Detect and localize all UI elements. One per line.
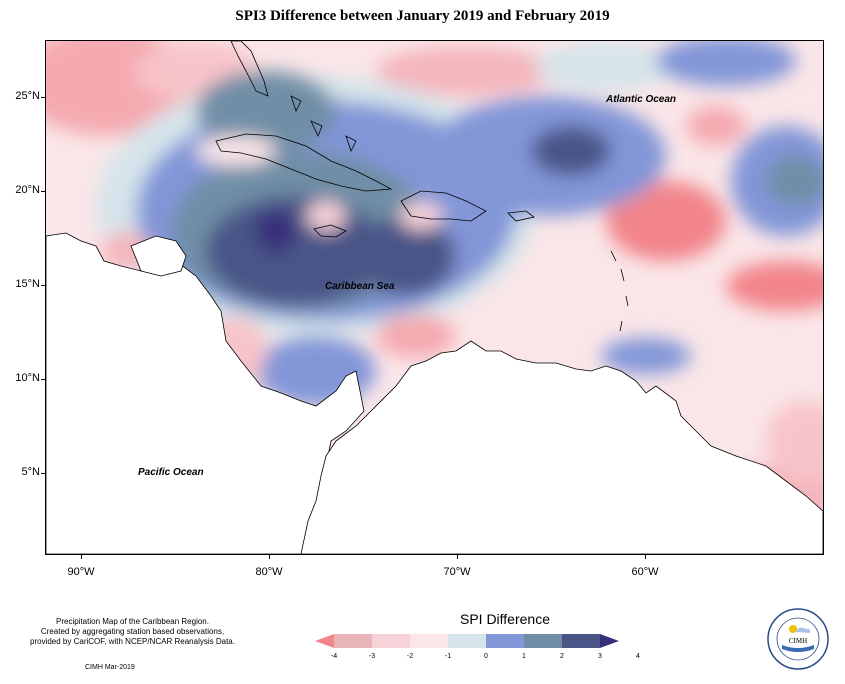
lat-tick [41,191,45,192]
caribbean-sea-label: Caribbean Sea [325,281,395,292]
lat-label: 5°N [21,466,40,478]
landmass-outlines [46,41,823,554]
lat-tick [41,285,45,286]
pacific-ocean-label: Pacific Ocean [138,467,204,478]
lat-tick [41,379,45,380]
cimh-logo: CIMH [767,608,829,670]
legend-tick-label: -2 [406,653,414,660]
lat-label: 20°N [15,184,40,196]
legend-tick-label: -4 [330,653,338,660]
map-panel [45,40,824,555]
legend-tick-label: 1 [522,653,526,660]
legend-tick-label: 2 [560,653,564,660]
legend-title: SPI Difference [459,611,550,627]
legend-swatch [448,634,486,648]
credit-date: CIMH Mar-2019 [85,664,135,671]
map-title: SPI3 Difference between January 2019 and… [235,8,610,24]
lon-tick [81,554,82,559]
lat-label: 10°N [15,372,40,384]
credit-line: provided by CariCOF, with NCEP/NCAR Rean… [30,637,235,646]
legend-arrow-min [315,634,334,648]
legend-swatch [486,634,524,648]
legend-tick-label: -3 [368,653,376,660]
legend-tick-label: 3 [598,653,602,660]
credit-text: Precipitation Map of the Caribbean Regio… [20,617,245,647]
legend-colorbar [315,634,619,648]
legend-tick-label: -1 [444,653,452,660]
lon-tick [645,554,646,559]
legend-swatch [410,634,448,648]
lon-tick [269,554,270,559]
legend-tick-label: 0 [484,653,488,660]
legend-arrow-max [600,634,619,648]
lat-tick [41,97,45,98]
lon-label: 90°W [67,566,95,578]
spi-difference-map [46,41,823,554]
credit-line: Precipitation Map of the Caribbean Regio… [56,617,209,626]
lon-label: 60°W [631,566,659,578]
lat-label: 15°N [15,278,40,290]
legend-swatch [524,634,562,648]
lat-tick [41,473,45,474]
lon-label: 80°W [255,566,283,578]
lat-label: 25°N [15,90,40,102]
legend-swatch [334,634,372,648]
lon-tick [457,554,458,559]
atlantic-ocean-label: Atlantic Ocean [606,94,677,105]
legend-swatch [562,634,600,648]
lon-label: 70°W [443,566,471,578]
credit-line: Created by aggregating station based obs… [40,627,225,636]
legend-tick-label: 4 [636,653,640,660]
logo-text: CIMH [789,637,807,645]
legend-swatch [372,634,410,648]
